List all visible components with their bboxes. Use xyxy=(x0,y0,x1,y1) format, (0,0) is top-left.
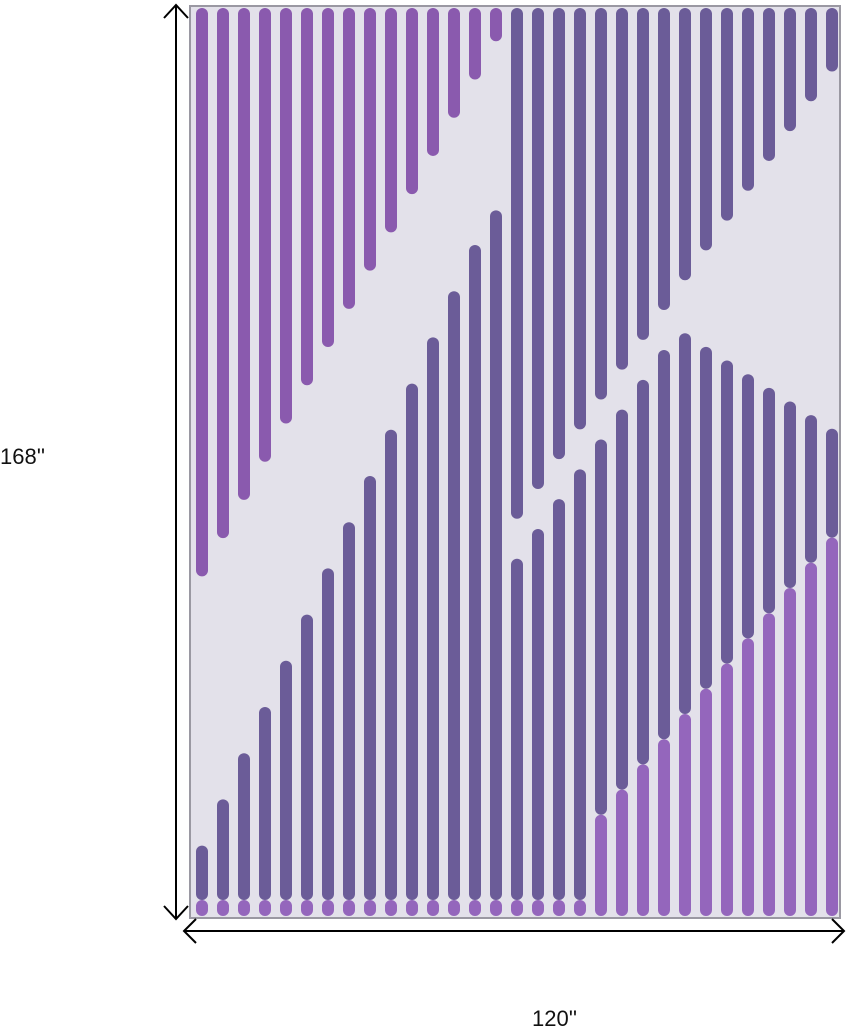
rug-stripe xyxy=(343,522,355,900)
rug-stripe xyxy=(427,8,439,156)
rug-stripe xyxy=(721,360,733,664)
rug-stripe xyxy=(217,900,229,916)
width-dimension-label: 120'' xyxy=(532,1006,578,1031)
rug-stripe xyxy=(763,8,775,161)
rug-stripe xyxy=(742,8,754,191)
rug-stripe xyxy=(511,558,523,900)
rug-stripe xyxy=(637,8,649,340)
rug-stripe xyxy=(406,383,418,901)
rug-stripe xyxy=(238,900,250,916)
rug-stripe xyxy=(532,8,544,489)
rug-stripe xyxy=(742,638,754,916)
rug-stripe xyxy=(721,8,733,221)
rug-stripe xyxy=(469,900,481,916)
rug-stripe xyxy=(574,900,586,916)
rug-stripe xyxy=(196,8,208,577)
rug-stripe xyxy=(637,379,649,765)
rug-stripe xyxy=(490,210,502,900)
rug-stripe xyxy=(469,245,481,900)
rug-stripe xyxy=(280,8,292,424)
rug-stripe xyxy=(322,8,334,348)
rug-stripe xyxy=(406,900,418,916)
rug-stripe xyxy=(385,900,397,916)
rug-stripe xyxy=(406,8,418,195)
rug-stripe xyxy=(700,688,712,916)
rug-stripe xyxy=(238,8,250,500)
rug-stripe xyxy=(574,8,586,430)
rug-stripe xyxy=(532,900,544,916)
rug-stripe xyxy=(511,8,523,519)
rug-stripe xyxy=(553,499,565,900)
rug-stripe xyxy=(301,8,313,386)
rug-stripe xyxy=(658,8,670,311)
rug-stripe xyxy=(322,900,334,916)
rug-stripe xyxy=(490,8,502,42)
rug-stripe xyxy=(280,660,292,900)
rug-stripe xyxy=(742,374,754,639)
rug-stripe xyxy=(448,900,460,916)
rug-stripe xyxy=(238,753,250,900)
rug-stripe xyxy=(196,845,208,900)
rug-stripe xyxy=(805,415,817,563)
rug-stripe xyxy=(679,333,691,714)
rug-stripe xyxy=(805,562,817,916)
rug-stripe xyxy=(658,350,670,740)
rug-stripe xyxy=(679,8,691,281)
rug-stripe xyxy=(427,337,439,900)
rug-stripe xyxy=(826,428,838,538)
rug-stripe xyxy=(364,8,376,271)
rug-stripe xyxy=(196,900,208,916)
height-dimension-label: 168'' xyxy=(0,444,46,469)
rug-stripe xyxy=(364,476,376,900)
rug-stripe xyxy=(679,714,691,916)
rug-stripe xyxy=(721,663,733,916)
rug-stripe xyxy=(637,764,649,916)
rug-stripe xyxy=(574,469,586,900)
rug-stripe xyxy=(553,8,565,460)
rug-stripe xyxy=(301,900,313,916)
rug-stripe xyxy=(343,8,355,309)
rug-stripe xyxy=(700,346,712,689)
rug-stripe xyxy=(259,900,271,916)
rug-stripe xyxy=(343,900,355,916)
rug-stripe xyxy=(448,8,460,118)
rug-stripe xyxy=(427,900,439,916)
rug-stripe xyxy=(259,8,271,462)
rug-stripe xyxy=(301,614,313,900)
rug-stripe xyxy=(826,8,838,72)
rug-stripe xyxy=(616,409,628,790)
width-arrow xyxy=(182,918,846,944)
rug-stripe xyxy=(259,707,271,900)
rug-stripe xyxy=(763,613,775,916)
rug-stripe xyxy=(364,900,376,916)
height-arrow xyxy=(163,3,189,921)
rug-stripe xyxy=(616,789,628,916)
rug-stripe xyxy=(532,528,544,900)
rug-stripe xyxy=(784,588,796,916)
rug-stripe xyxy=(595,814,607,916)
rug-stripe xyxy=(217,8,229,539)
rug-stripe xyxy=(385,429,397,900)
rug-stripe xyxy=(553,900,565,916)
rug-stripe xyxy=(280,900,292,916)
rug-stripe xyxy=(658,739,670,916)
rug-stripe xyxy=(805,8,817,102)
rug-stripe xyxy=(595,439,607,815)
rug-stripe xyxy=(763,387,775,614)
rug-stripe xyxy=(217,799,229,900)
rug-stripe xyxy=(448,291,460,900)
rug-stripe xyxy=(490,900,502,916)
rug-stripe xyxy=(385,8,397,233)
rug-stripe xyxy=(511,900,523,916)
rug-stripe xyxy=(826,537,838,916)
rug-stripe xyxy=(784,8,796,132)
rug-stripe xyxy=(700,8,712,251)
rug-stripes xyxy=(196,8,838,916)
rug-stripe xyxy=(784,401,796,588)
rug-stripe xyxy=(322,568,334,900)
rug-stripe xyxy=(616,8,628,370)
rug-stripe xyxy=(469,8,481,80)
rug-stripe xyxy=(595,8,607,400)
